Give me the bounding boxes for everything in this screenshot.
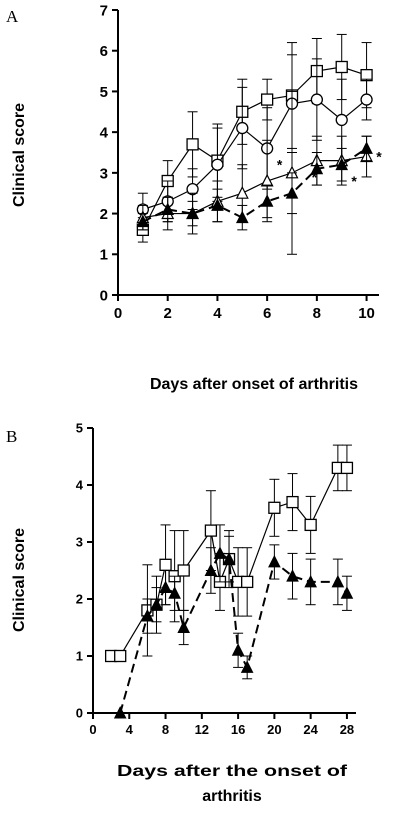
panel-a-y-tick-label: 4 bbox=[100, 125, 109, 142]
panel-b-x-tick-label: 24 bbox=[303, 722, 318, 737]
panel-a-series-open-circle bbox=[136, 54, 373, 227]
panel-b-y-tick-label: 4 bbox=[76, 478, 84, 493]
panel-a-data-point bbox=[186, 206, 199, 220]
panel-a-data-point bbox=[260, 173, 274, 187]
panel-a-data-point bbox=[236, 121, 249, 135]
panel-b-data-point bbox=[204, 524, 218, 537]
panel-a-series-line bbox=[142, 147, 368, 223]
panel-b-x-tick-label: 28 bbox=[340, 722, 354, 737]
panel-a-y-tick-label: 3 bbox=[100, 165, 108, 182]
panel-a-y-tick-label: 7 bbox=[100, 2, 108, 19]
panel-b-data-point bbox=[268, 554, 281, 568]
panel-a-series-filled-triangle bbox=[136, 135, 373, 231]
panel-b-y-tick-label: 0 bbox=[76, 706, 83, 721]
panel-b-data-point bbox=[159, 580, 172, 594]
panel-a-significance-mark: * bbox=[277, 157, 283, 173]
panel-b-data-point bbox=[177, 620, 191, 633]
panel-b-data-point bbox=[222, 552, 236, 565]
panel-b-data-point bbox=[286, 569, 299, 582]
panel-b-label: B bbox=[6, 427, 17, 446]
panel-b-series-filled-triangle bbox=[113, 524, 354, 719]
panel-a-x-tick-label: 0 bbox=[114, 305, 122, 322]
panel-b-data-point bbox=[168, 586, 181, 599]
panel-b-y-tick-label: 1 bbox=[76, 649, 83, 664]
panel-b-data-point bbox=[204, 563, 218, 576]
panel-a-x-tick-label: 6 bbox=[263, 305, 271, 322]
panel-b-data-point bbox=[213, 546, 227, 559]
panel-a-data-point bbox=[260, 93, 274, 106]
panel-b-x-axis-title-line1: Days after the onset of bbox=[117, 763, 348, 780]
panel-a-y-tick-label: 0 bbox=[100, 287, 108, 304]
panel-a-data-point bbox=[136, 214, 150, 228]
panel-a-x-tick-label: 4 bbox=[213, 305, 222, 322]
panel-a-significance-mark: * bbox=[376, 149, 382, 165]
panel-b-data-point bbox=[304, 574, 317, 588]
panel-a-data-point bbox=[211, 198, 224, 211]
panel-a-data-point bbox=[235, 185, 249, 199]
panel-a-data-point bbox=[285, 186, 299, 199]
panel-b-data-point bbox=[268, 501, 281, 514]
panel-a-y-tick-label: 5 bbox=[100, 84, 108, 101]
panel-b-data-point bbox=[286, 495, 299, 509]
panel-a-y-tick-label: 1 bbox=[100, 247, 108, 264]
panel-b-x-tick-label: 8 bbox=[162, 722, 169, 737]
panel-a-y-tick-label: 6 bbox=[100, 43, 108, 60]
panel-b-data-point bbox=[331, 574, 345, 588]
panel-a-series-line bbox=[142, 66, 367, 231]
panel-b-data-point bbox=[231, 643, 245, 656]
panel-a-data-point bbox=[335, 113, 348, 127]
panel-b-y-tick-label: 5 bbox=[76, 421, 83, 436]
panel-a-y-axis-title: Clinical score bbox=[11, 103, 28, 207]
panel-a-x-tick-label: 2 bbox=[164, 305, 172, 322]
panel-a-label: A bbox=[6, 7, 19, 26]
panel-b-data-point bbox=[340, 461, 354, 475]
panel-a-series-line bbox=[142, 155, 367, 219]
panel-b-data-point bbox=[141, 609, 154, 622]
panel-b-x-tick-label: 20 bbox=[267, 722, 281, 737]
panel-a-data-point bbox=[335, 60, 348, 74]
panel-a-series-line bbox=[142, 98, 367, 211]
panel-a-significance-mark: * bbox=[351, 173, 357, 189]
panel-b-y-tick-label: 2 bbox=[76, 592, 83, 607]
panel-b-x-tick-label: 16 bbox=[231, 722, 245, 737]
panel-b-data-point bbox=[114, 649, 127, 663]
panel-a-data-point bbox=[335, 157, 349, 171]
panel-a-data-point bbox=[310, 93, 324, 106]
panel-b-data-point bbox=[340, 586, 354, 599]
panel-b-y-axis-title: Clinical score bbox=[11, 528, 28, 632]
panel-b-data-point bbox=[113, 705, 127, 719]
panel-b-data-point bbox=[304, 518, 317, 532]
panel-a-x-axis-title: Days after onset of arthritis bbox=[150, 376, 358, 393]
panel-a-x-tick-label: 8 bbox=[313, 305, 321, 322]
panel-b-data-point bbox=[159, 558, 172, 571]
panel-b-x-axis-title-line2: arthritis bbox=[202, 788, 262, 805]
panel-b-y-tick-label: 3 bbox=[76, 535, 83, 550]
panel-a-data-point bbox=[186, 138, 199, 151]
panel-b-x-tick-label: 4 bbox=[126, 722, 134, 737]
panel-a-x-tick-label: 10 bbox=[358, 305, 375, 322]
panel-b-x-tick-label: 0 bbox=[89, 722, 96, 737]
panel-a-data-point bbox=[260, 194, 274, 207]
panel-b-data-point bbox=[150, 597, 163, 611]
panel-a-data-point bbox=[310, 161, 324, 175]
panel-a-plot: 0 1 2 3 4 5 6 7 0 2 4 6 8 10 * * * * bbox=[100, 2, 383, 322]
panel-a-data-point bbox=[235, 210, 249, 224]
panel-b-data-point bbox=[177, 564, 190, 577]
panel-a-significance-mark: * bbox=[312, 169, 318, 185]
panel-b-data-point bbox=[240, 660, 254, 673]
panel-a-y-tick-label: 2 bbox=[100, 206, 108, 223]
panel-b-x-tick-label: 12 bbox=[195, 722, 209, 737]
panel-a-data-point bbox=[360, 141, 373, 154]
panel-a-data-point bbox=[161, 202, 175, 215]
panel-b-data-point bbox=[241, 575, 254, 589]
panel-a-data-point bbox=[211, 158, 224, 171]
panel-a-data-point bbox=[360, 93, 373, 106]
